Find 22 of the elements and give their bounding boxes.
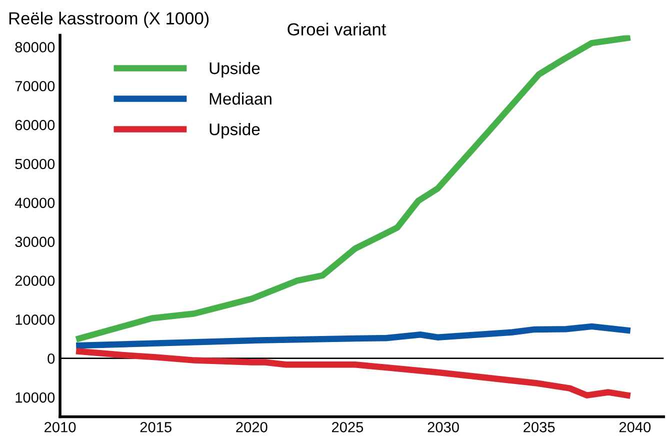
x-tick-label: 2030 [428,422,459,432]
x-tick-label: 2010 [44,422,76,432]
y-tick-label: 70000 [15,80,55,92]
legend-label: Mediaan [210,92,272,105]
y-tick-label: 80000 [15,42,55,52]
x-tick-label: 2020 [236,422,268,432]
x-tick-label: 2025 [332,422,364,432]
y-tick-label: 30000 [15,236,55,248]
y-tick-label: 60000 [15,120,55,130]
x-tick-label: 2035 [524,422,555,432]
legend-label: Upside [210,123,260,139]
y-axis-title: Reële kasstroom (X 1000) [9,12,209,28]
y-tick-label: 10000 [16,392,55,403]
y-tick-label: 50000 [15,158,55,170]
x-tick-label: 2040 [619,422,651,432]
x-tick-label: 2015 [140,422,172,432]
y-tick-label: 20000 [15,276,55,286]
chart-title: Groei variant [288,22,386,36]
y-tick-label: 40000 [14,198,55,208]
y-tick-label: 10000 [16,314,55,325]
legend-label: Upside [210,62,260,78]
y-tick-label: 0 [48,353,55,364]
